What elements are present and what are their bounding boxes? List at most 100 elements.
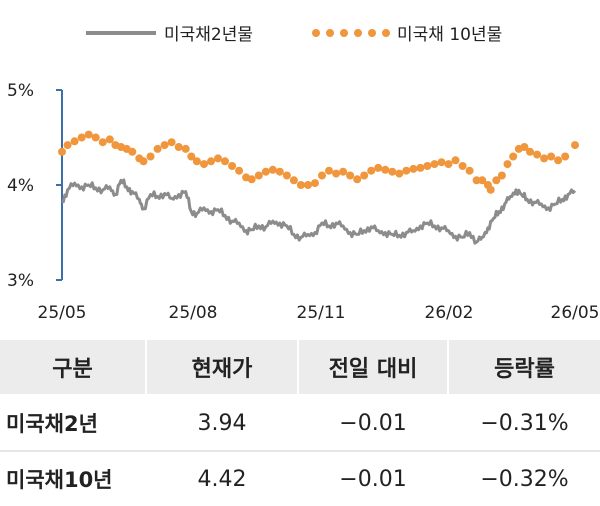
series-point-10y: [181, 144, 190, 153]
x-tick-label: 26/02: [425, 303, 474, 323]
series-point-10y: [91, 133, 100, 142]
series-point-10y: [77, 133, 86, 142]
header-price: 현재가: [145, 340, 298, 395]
row-name: 미국채2년: [0, 394, 146, 452]
yield-chart: 미국채2년물 미국채 10년물 5% 4% 3% 25/05 25/08 25/…: [7, 25, 600, 323]
series-point-10y: [146, 152, 155, 161]
series-point-10y: [200, 160, 208, 169]
series-point-10y: [160, 141, 169, 150]
legend-label-2y: 미국채2년물: [164, 25, 253, 45]
table-row: 미국채2년 3.94 −0.01 −0.31%: [0, 394, 600, 452]
legend-label-10y: 미국채 10년물: [397, 25, 502, 45]
series-point-10y: [254, 171, 263, 180]
x-tick-label: 25/11: [297, 303, 346, 323]
series-line-2y: [61, 178, 577, 245]
series-point-10y: [492, 176, 501, 185]
series-point-10y: [520, 143, 529, 151]
series-point-10y: [533, 150, 542, 159]
series-point-10y: [282, 171, 291, 180]
series-point-10y: [409, 164, 418, 173]
series-point-10y: [395, 169, 404, 178]
series-point-10y: [153, 144, 162, 153]
x-tick-label: 26/05: [551, 303, 600, 323]
row-rate: −0.31%: [447, 394, 600, 452]
header-change: 전일 대비: [297, 340, 448, 395]
series-point-10y: [311, 179, 319, 188]
series-point-10y: [367, 166, 376, 175]
row-change: −0.01: [297, 394, 448, 452]
series-point-10y: [444, 160, 453, 169]
series-point-10y: [105, 135, 114, 144]
legend: 미국채2년물 미국채 10년물: [86, 25, 502, 45]
series-point-10y: [360, 171, 369, 180]
series-point-10y: [70, 137, 79, 146]
legend-dot: [368, 29, 376, 37]
legend-dot: [340, 29, 348, 37]
series-point-10y: [207, 157, 215, 166]
series-point-10y: [174, 143, 183, 151]
series-point-10y: [128, 147, 137, 156]
series-point-10y: [416, 163, 425, 172]
series-point-10y: [423, 162, 432, 170]
series-point-10y: [346, 171, 355, 180]
series-point-10y: [58, 147, 66, 156]
series-point-10y: [388, 167, 397, 176]
series-point-10y: [437, 158, 446, 167]
x-tick-label: 25/05: [38, 303, 87, 323]
series-point-10y: [247, 175, 256, 184]
series-point-10y: [289, 176, 298, 185]
header-category: 구분: [0, 340, 146, 395]
series-point-10y: [526, 147, 534, 156]
series-point-10y: [571, 141, 579, 150]
series-point-10y: [167, 138, 176, 147]
series-point-10y: [275, 167, 284, 176]
series-point-10y: [261, 167, 270, 176]
series-point-10y: [304, 181, 312, 189]
series-point-10y: [451, 156, 460, 165]
series-point-10y: [221, 157, 229, 166]
legend-dot: [354, 29, 362, 37]
series-point-10y: [235, 166, 244, 175]
series-point-10y: [228, 162, 237, 170]
series-point-10y: [486, 185, 495, 194]
table-row: 미국채10년 4.42 −0.01 −0.32%: [0, 450, 600, 506]
legend-dot: [326, 29, 334, 37]
series-point-10y: [318, 171, 326, 180]
series-point-10y: [139, 157, 148, 166]
series-point-10y: [465, 166, 474, 175]
y-tick-label: 3%: [7, 271, 34, 291]
row-change: −0.01: [297, 450, 448, 506]
series-point-10y: [497, 171, 506, 180]
series-point-10y: [458, 162, 467, 170]
series-point-10y: [325, 166, 333, 175]
row-name: 미국채10년: [0, 450, 146, 506]
series-point-10y: [374, 163, 383, 172]
x-axis: 25/05 25/08 25/11 26/02 26/05: [38, 303, 600, 323]
series-point-10y: [509, 152, 518, 161]
legend-swatch-10y: [312, 29, 390, 37]
series-point-10y: [402, 166, 411, 175]
series-point-10y: [98, 138, 107, 147]
series-point-10y: [296, 181, 305, 189]
series-point-10y: [332, 169, 341, 178]
legend-dot: [312, 29, 320, 37]
series-point-10y: [84, 130, 93, 139]
x-tick-label: 25/08: [169, 303, 218, 323]
series-point-10y: [540, 154, 549, 163]
series-point-10y: [561, 152, 570, 161]
series-point-10y: [503, 160, 512, 169]
legend-dot: [382, 29, 390, 37]
header-rate: 등락률: [447, 340, 600, 395]
series-point-10y: [430, 160, 439, 169]
y-tick-label: 5%: [7, 81, 34, 101]
series-point-10y: [478, 176, 487, 185]
row-rate: −0.32%: [447, 450, 600, 506]
row-price: 4.42: [145, 450, 298, 506]
series-point-10y: [547, 152, 556, 161]
series-point-10y: [214, 154, 222, 163]
series-point-10y: [554, 156, 563, 165]
series-point-10y: [353, 175, 362, 184]
series-point-10y: [472, 176, 481, 185]
series-point-10y: [339, 167, 348, 176]
table-header-row: 구분 현재가 전일 대비 등락률: [0, 340, 600, 395]
